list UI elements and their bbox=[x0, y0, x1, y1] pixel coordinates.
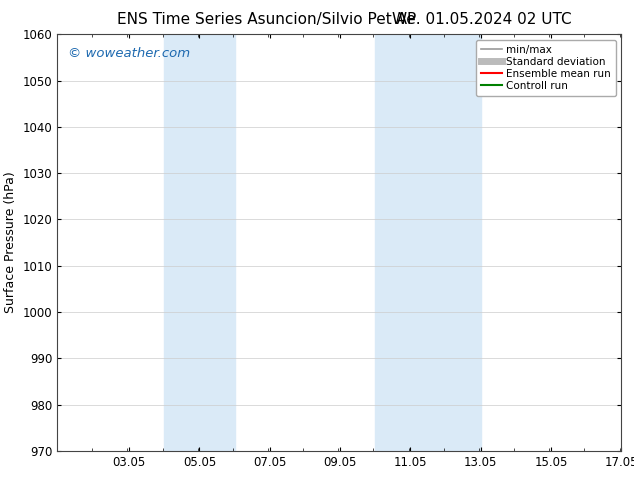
Text: © woweather.com: © woweather.com bbox=[68, 47, 190, 60]
Bar bbox=[375, 34, 481, 451]
Text: We. 01.05.2024 02 UTC: We. 01.05.2024 02 UTC bbox=[392, 12, 572, 27]
Bar bbox=[164, 34, 235, 451]
Text: ENS Time Series Asuncion/Silvio Pet AP: ENS Time Series Asuncion/Silvio Pet AP bbox=[117, 12, 416, 27]
Legend: min/max, Standard deviation, Ensemble mean run, Controll run: min/max, Standard deviation, Ensemble me… bbox=[476, 40, 616, 96]
Y-axis label: Surface Pressure (hPa): Surface Pressure (hPa) bbox=[4, 172, 17, 314]
